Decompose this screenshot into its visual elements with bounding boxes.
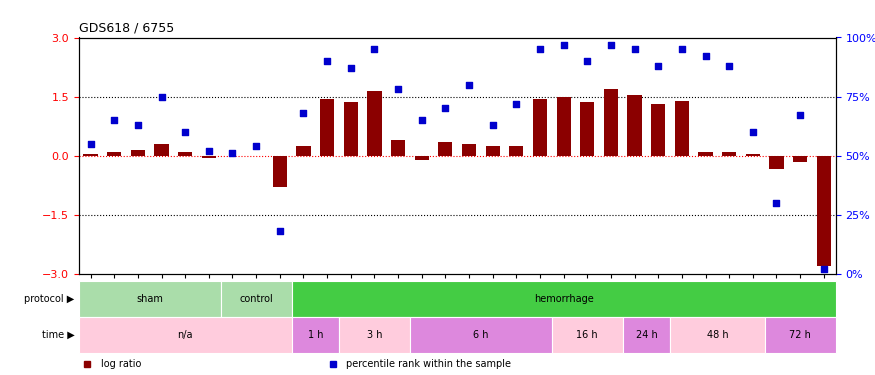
Bar xyxy=(291,317,339,352)
Bar xyxy=(556,97,570,156)
Point xyxy=(533,46,547,53)
Bar xyxy=(202,156,216,158)
Bar xyxy=(793,156,808,162)
Bar xyxy=(79,281,220,317)
Bar xyxy=(83,154,98,156)
Text: percentile rank within the sample: percentile rank within the sample xyxy=(346,359,511,369)
Point xyxy=(415,117,429,123)
Bar xyxy=(320,99,334,156)
Point xyxy=(155,94,169,100)
Bar xyxy=(130,150,145,156)
Point xyxy=(368,46,382,53)
Point xyxy=(793,112,807,118)
Bar xyxy=(675,100,689,156)
Bar xyxy=(722,152,736,156)
Bar xyxy=(344,102,358,156)
Bar xyxy=(552,317,623,352)
Text: protocol ▶: protocol ▶ xyxy=(24,294,74,304)
Bar xyxy=(509,146,523,156)
Text: 1 h: 1 h xyxy=(307,330,323,340)
Bar xyxy=(410,317,552,352)
Point xyxy=(178,129,192,135)
Bar xyxy=(769,156,784,170)
Point xyxy=(344,65,358,71)
Point xyxy=(556,42,570,48)
Point xyxy=(226,150,240,156)
Bar xyxy=(178,153,192,156)
Point xyxy=(391,87,405,93)
Bar xyxy=(486,146,500,156)
Bar xyxy=(651,104,665,156)
Point xyxy=(297,110,311,116)
Text: sham: sham xyxy=(136,294,163,304)
Bar xyxy=(220,281,291,317)
Bar xyxy=(698,152,712,156)
Text: 6 h: 6 h xyxy=(473,330,488,340)
Bar xyxy=(391,140,405,156)
Point xyxy=(438,105,452,111)
Text: control: control xyxy=(239,294,273,304)
Bar xyxy=(79,317,291,352)
Point xyxy=(84,141,98,147)
Bar xyxy=(816,156,831,266)
Point xyxy=(722,63,736,69)
Bar xyxy=(627,94,641,156)
Point xyxy=(202,148,216,154)
Bar xyxy=(107,152,122,156)
Text: 24 h: 24 h xyxy=(635,330,657,340)
Bar xyxy=(604,89,618,156)
Bar xyxy=(765,317,836,352)
Text: GDS618 / 6755: GDS618 / 6755 xyxy=(79,22,174,35)
Point xyxy=(816,266,830,272)
Text: 3 h: 3 h xyxy=(367,330,382,340)
Text: time ▶: time ▶ xyxy=(42,330,74,340)
Point xyxy=(651,63,665,69)
Bar xyxy=(368,91,382,156)
Text: 72 h: 72 h xyxy=(789,330,811,340)
Point xyxy=(627,46,641,53)
Bar xyxy=(415,156,429,160)
Point xyxy=(462,82,476,88)
Point xyxy=(698,53,712,59)
Bar xyxy=(670,317,765,352)
Bar xyxy=(339,317,410,352)
Bar xyxy=(746,154,760,156)
Point xyxy=(509,100,523,106)
Text: 16 h: 16 h xyxy=(577,330,598,340)
Point xyxy=(675,46,689,53)
Point xyxy=(273,228,287,234)
Point xyxy=(486,122,500,128)
Point xyxy=(746,129,760,135)
Bar xyxy=(462,144,476,156)
Bar xyxy=(533,99,547,156)
Bar xyxy=(438,142,452,156)
Point xyxy=(604,42,618,48)
Point xyxy=(769,200,783,206)
Text: hemorrhage: hemorrhage xyxy=(534,294,593,304)
Bar xyxy=(155,144,169,156)
Text: 48 h: 48 h xyxy=(706,330,728,340)
Bar xyxy=(273,156,287,187)
Bar xyxy=(580,102,594,156)
Bar xyxy=(623,317,670,352)
Point xyxy=(320,58,334,64)
Point xyxy=(108,117,122,123)
Bar xyxy=(291,281,836,317)
Point xyxy=(249,143,263,149)
Text: n/a: n/a xyxy=(178,330,192,340)
Bar xyxy=(297,146,311,156)
Text: log ratio: log ratio xyxy=(101,359,141,369)
Point xyxy=(580,58,594,64)
Point xyxy=(131,122,145,128)
